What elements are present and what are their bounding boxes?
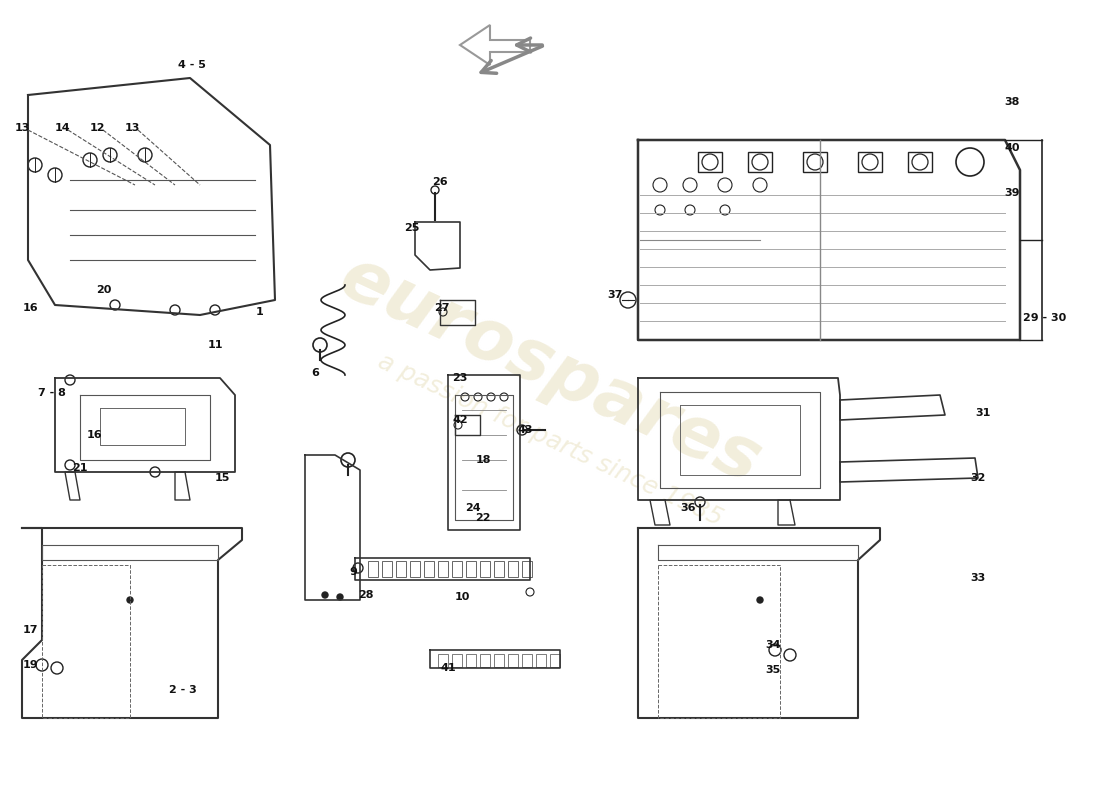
Text: 13: 13 — [124, 123, 140, 133]
Text: 17: 17 — [22, 625, 37, 635]
Text: 41: 41 — [440, 663, 455, 673]
Bar — [803, 152, 827, 172]
Bar — [748, 152, 772, 172]
Text: 14: 14 — [54, 123, 69, 133]
Text: 35: 35 — [766, 665, 781, 675]
Text: 1: 1 — [256, 307, 264, 317]
Text: 7 - 8: 7 - 8 — [39, 388, 66, 398]
Text: 20: 20 — [97, 285, 112, 295]
Text: 31: 31 — [976, 408, 991, 418]
Text: 6: 6 — [311, 368, 319, 378]
Text: 27: 27 — [434, 303, 450, 313]
Text: 37: 37 — [607, 290, 623, 300]
Bar — [382, 561, 392, 577]
Bar — [522, 561, 532, 577]
Bar — [424, 561, 434, 577]
Text: 34: 34 — [766, 640, 781, 650]
Text: 42: 42 — [452, 415, 468, 425]
Text: 13: 13 — [14, 123, 30, 133]
Bar — [908, 152, 932, 172]
Bar — [368, 561, 378, 577]
Bar — [466, 654, 476, 667]
Text: 23: 23 — [452, 373, 468, 383]
Text: 22: 22 — [475, 513, 491, 523]
Text: 39: 39 — [1004, 188, 1020, 198]
Bar — [410, 561, 420, 577]
Text: 21: 21 — [73, 463, 88, 473]
Text: 11: 11 — [207, 340, 222, 350]
Bar — [466, 561, 476, 577]
Text: 26: 26 — [432, 177, 448, 187]
Bar — [536, 654, 546, 667]
Bar — [480, 561, 490, 577]
Text: 32: 32 — [970, 473, 986, 483]
Text: 25: 25 — [405, 223, 420, 233]
Circle shape — [337, 594, 343, 600]
Text: 33: 33 — [970, 573, 986, 583]
Bar — [438, 561, 448, 577]
Circle shape — [757, 597, 763, 603]
Bar — [494, 561, 504, 577]
Text: 16: 16 — [22, 303, 37, 313]
Text: 2 - 3: 2 - 3 — [169, 685, 197, 695]
Text: 40: 40 — [1004, 143, 1020, 153]
Text: 29 - 30: 29 - 30 — [1023, 313, 1067, 323]
Text: 43: 43 — [517, 425, 532, 435]
Text: 16: 16 — [87, 430, 102, 440]
Text: 24: 24 — [465, 503, 481, 513]
Bar — [452, 654, 462, 667]
Bar — [858, 152, 882, 172]
Circle shape — [126, 597, 133, 603]
Text: 36: 36 — [680, 503, 695, 513]
Text: 19: 19 — [22, 660, 37, 670]
Text: 28: 28 — [359, 590, 374, 600]
Text: 4 - 5: 4 - 5 — [178, 60, 206, 70]
Bar — [508, 654, 518, 667]
Bar — [698, 152, 722, 172]
Bar — [494, 654, 504, 667]
Text: 12: 12 — [89, 123, 104, 133]
Text: a passion for parts since 1985: a passion for parts since 1985 — [374, 350, 726, 530]
Bar — [438, 654, 448, 667]
Bar — [452, 561, 462, 577]
Bar — [480, 654, 490, 667]
Text: 10: 10 — [454, 592, 470, 602]
Bar — [396, 561, 406, 577]
Text: 18: 18 — [475, 455, 491, 465]
Circle shape — [322, 592, 328, 598]
Text: 38: 38 — [1004, 97, 1020, 107]
Text: 15: 15 — [214, 473, 230, 483]
Text: eurospares: eurospares — [329, 242, 771, 498]
Bar — [550, 654, 560, 667]
Bar — [522, 654, 532, 667]
Bar — [508, 561, 518, 577]
Text: 9: 9 — [349, 567, 356, 577]
